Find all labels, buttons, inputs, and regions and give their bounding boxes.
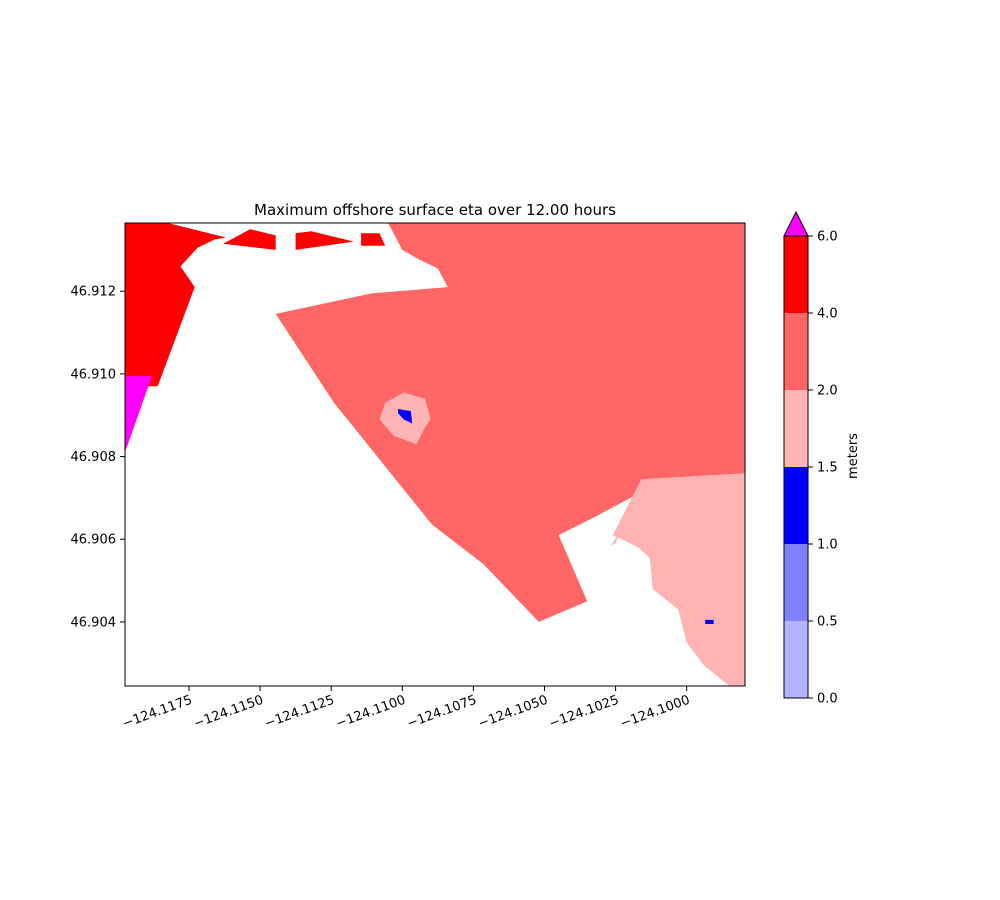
colorbar-segment — [784, 544, 808, 621]
chart-title: Maximum offshore surface eta over 12.00 … — [254, 201, 616, 219]
x-tick-label: −124.1075 — [405, 693, 479, 732]
colorbar-tick-label: 6.0 — [817, 230, 838, 245]
colorbar-extend-arrow — [783, 210, 809, 237]
eta-region-4 — [398, 409, 413, 424]
x-tick-label: −124.1150 — [192, 693, 266, 732]
eta-region-9 — [361, 233, 386, 246]
y-tick-label: 46.904 — [71, 615, 117, 630]
eta-region-2 — [612, 473, 745, 686]
plot-frame — [124, 222, 746, 687]
y-tick-label: 46.908 — [71, 450, 117, 465]
eta-regions — [125, 223, 745, 686]
eta-region-8 — [295, 231, 354, 250]
colorbar: 0.0 0.5 1.0 1.5 2.0 4.0 6.0 — [783, 210, 838, 707]
colorbar-segment — [784, 236, 808, 313]
eta-region-5 — [705, 619, 714, 624]
x-tick-label: −124.1050 — [476, 693, 550, 732]
y-tick-label: 46.910 — [71, 367, 117, 382]
x-tick-label: −124.1000 — [618, 693, 692, 732]
y-tick-label: 46.912 — [71, 285, 117, 300]
colorbar-tick-label: 0.0 — [817, 692, 838, 707]
colorbar-tick-label: 2.0 — [817, 384, 838, 399]
colorbar-label: meters — [846, 433, 861, 479]
colorbar-segment — [784, 467, 808, 544]
eta-region-10 — [125, 376, 161, 453]
colorbar-segment — [784, 390, 808, 467]
x-tick-label: −124.1125 — [263, 693, 337, 732]
x-tick-label: −124.1025 — [547, 693, 621, 732]
eta-region-6 — [125, 223, 226, 387]
x-tick-label: −124.1175 — [121, 693, 195, 732]
colorbar-tick-label: 0.5 — [817, 615, 838, 630]
eta-region-7 — [223, 229, 276, 250]
y-axis-ticks: 46.904 46.906 46.908 46.910 46.912 — [71, 285, 125, 630]
colorbar-segment — [784, 621, 808, 698]
colorbar-tick-label: 1.5 — [817, 461, 838, 476]
x-axis-ticks: −124.1175−124.1150−124.1125−124.1100−124… — [121, 686, 692, 732]
y-tick-label: 46.906 — [71, 533, 117, 548]
eta-region-0 — [275, 223, 745, 622]
colorbar-tick-label: 4.0 — [817, 307, 838, 322]
colorbar-segment — [784, 313, 808, 390]
x-tick-label: −124.1100 — [334, 693, 408, 732]
eta-region-3 — [611, 531, 620, 546]
colorbar-tick-label: 1.0 — [817, 538, 838, 553]
